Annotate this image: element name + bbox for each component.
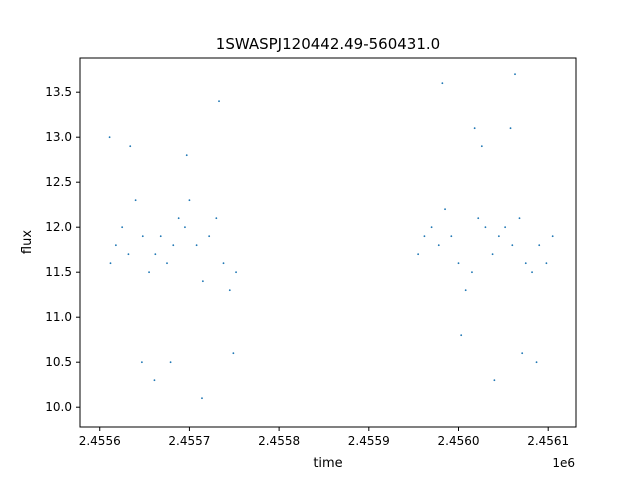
data-point [215,217,218,220]
data-point [177,217,180,220]
data-point [208,235,211,238]
data-point [464,289,467,292]
data-point [109,262,112,265]
y-tick-label: 13.0 [45,130,72,144]
data-point [441,82,444,85]
data-point [235,271,237,274]
data-point [218,100,220,103]
data-point [504,226,507,229]
y-tick-label: 12.5 [45,175,72,189]
data-point [514,73,516,76]
x-tick-label: 2.4558 [258,434,300,448]
x-tick-label: 2.4560 [438,434,480,448]
y-tick-label: 13.5 [45,85,72,99]
x-tick-label: 2.4561 [527,434,569,448]
data-point [531,271,533,274]
data-point [430,226,433,229]
data-point [153,379,156,382]
plot-frame [79,57,577,428]
data-point [460,334,463,337]
data-point [521,352,524,355]
data-point [493,379,496,382]
data-point [497,235,500,238]
data-point [524,262,527,265]
y-tick-label: 10.0 [45,400,72,414]
data-point [195,244,198,247]
data-point [228,289,231,292]
data-point [129,145,132,148]
y-tick-label: 11.0 [45,310,72,324]
data-point [185,154,188,157]
data-point [535,361,538,364]
data-point [538,244,541,247]
data-point [232,352,235,355]
data-point [184,226,186,229]
y-axis-ticks: 10.0 10.5 11.0 11.5 12.0 12.5 13.0 13.5 [45,85,80,414]
data-point [477,217,480,220]
data-point [169,361,172,364]
x-offset-label: 1e6 [552,456,575,470]
data-point [222,262,225,265]
x-tick-label: 2.4559 [348,434,390,448]
data-point [172,244,175,247]
data-point [134,199,137,202]
data-point [511,244,514,247]
data-point [457,262,460,265]
y-axis-label: flux [20,230,35,254]
data-point [154,253,157,256]
data-points [108,73,554,400]
data-point [491,253,494,256]
data-point [201,280,204,283]
data-point [437,244,440,247]
data-point [423,235,426,238]
x-axis-ticks: 2.4556 2.4557 2.4558 2.4559 2.4560 2.4561 [79,427,569,448]
data-point [545,262,548,265]
data-point [140,361,143,364]
data-point [473,127,476,130]
data-point [509,127,512,130]
y-tick-label: 12.0 [45,220,72,234]
data-point [108,136,111,139]
data-point [417,253,420,256]
data-point [114,244,117,247]
data-point [471,271,473,274]
data-point [444,208,446,211]
data-point [148,271,150,274]
x-tick-label: 2.4557 [168,434,210,448]
data-point [127,253,130,256]
y-tick-label: 10.5 [45,355,72,369]
data-point [450,235,453,238]
data-point [188,199,191,202]
data-point [480,145,483,148]
x-tick-label: 2.4556 [79,434,121,448]
data-point [551,235,554,238]
data-point [159,235,162,238]
data-point [201,397,203,400]
data-point [166,262,168,265]
y-tick-label: 11.5 [45,265,72,279]
data-point [141,235,144,238]
x-axis-label: time [313,456,342,471]
data-point [121,226,124,229]
data-point [484,226,487,229]
data-point [518,217,521,220]
chart-title: 1SWASPJ120442.49-560431.0 [216,35,440,53]
